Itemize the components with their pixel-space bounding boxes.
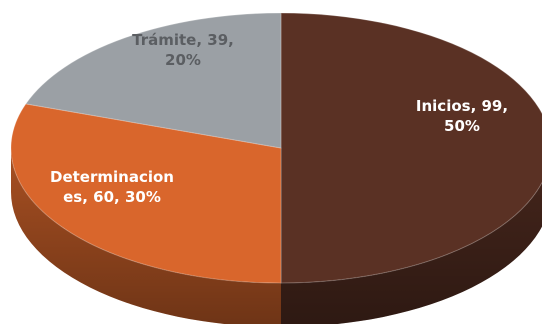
pie-data-label-2-line-1: Determinacion [50, 168, 174, 186]
pie-slice-3 [24, 12, 282, 149]
pie-side-shading-1 [281, 182, 542, 324]
pie-data-label-1: Inicios, 99, 50% [416, 97, 508, 135]
pie-top-faces [10, 12, 542, 284]
pie-data-label-1-line-1: Inicios, 99, [416, 97, 508, 115]
pie-side-walls [11, 148, 542, 324]
pie-data-label-3: Trámite, 39, 20% [132, 31, 234, 69]
pie-labels: Inicios, 99, 50% Determinacion es, 60, 30% T… [50, 31, 508, 206]
pie-data-label-1-line-2: 50% [444, 117, 480, 135]
pie-data-label-3-line-1: Trámite, 39, [132, 31, 234, 49]
pie-slice-1 [280, 12, 542, 284]
pie-data-label-2: Determinacion es, 60, 30% [50, 168, 174, 206]
pie-slice-2 [10, 103, 282, 284]
pie-side-shading-2 [11, 148, 281, 324]
pie-data-label-2-line-2: es, 60, 30% [63, 188, 161, 206]
pie-data-label-3-line-2: 20% [165, 51, 201, 69]
